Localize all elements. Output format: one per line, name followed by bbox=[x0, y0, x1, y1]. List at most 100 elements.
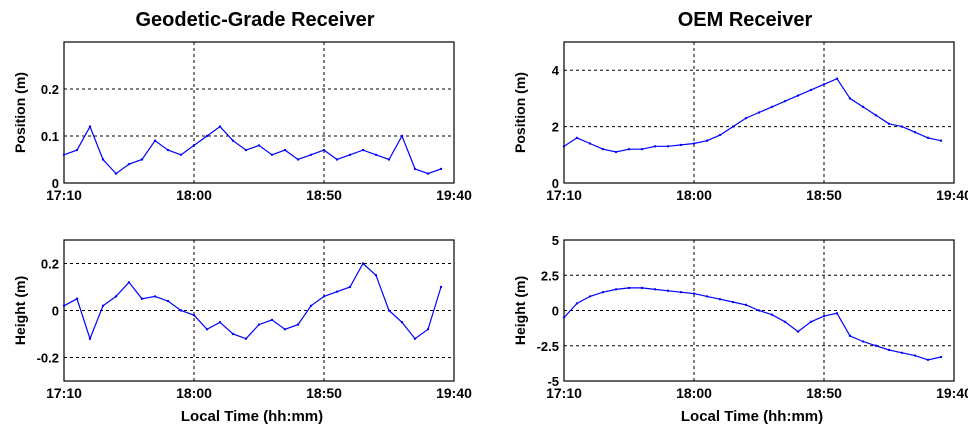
y-tick-label: -5 bbox=[547, 374, 559, 389]
data-point bbox=[257, 144, 261, 147]
data-point bbox=[270, 318, 274, 322]
data-point bbox=[770, 313, 774, 316]
plot-frame bbox=[63, 41, 455, 184]
data-point bbox=[62, 304, 66, 307]
data-point bbox=[900, 351, 904, 354]
y-tick-label: 0.1 bbox=[41, 129, 59, 144]
data-point bbox=[322, 295, 326, 298]
data-point bbox=[562, 145, 566, 148]
y-axis-label: Height (m) bbox=[12, 276, 28, 345]
data-point bbox=[653, 145, 657, 148]
data-point bbox=[744, 303, 748, 307]
x-tick-label: 18:00 bbox=[676, 385, 712, 401]
x-tick-label: 19:40 bbox=[436, 385, 472, 401]
data-point bbox=[374, 274, 378, 277]
data-point bbox=[439, 285, 443, 289]
data-point bbox=[231, 332, 235, 336]
panel-geodetic-height: 17:10 18:00 18:50 19:40 -0.2 0 0.2 Height (m) bbox=[12, 239, 472, 401]
data-point bbox=[413, 167, 417, 171]
data-point bbox=[75, 148, 79, 152]
data-point bbox=[127, 281, 131, 284]
data-point bbox=[679, 290, 683, 294]
data-point bbox=[614, 288, 618, 291]
data-point bbox=[783, 100, 787, 103]
data-point bbox=[400, 321, 404, 324]
data-point bbox=[692, 292, 696, 295]
data-point bbox=[640, 147, 644, 151]
data-point bbox=[705, 295, 709, 298]
data-point bbox=[809, 320, 813, 323]
data-point bbox=[835, 77, 839, 80]
x-tick-label: 19:40 bbox=[436, 187, 472, 203]
data-point bbox=[413, 337, 417, 340]
data-point bbox=[348, 153, 352, 156]
data-point bbox=[640, 286, 644, 290]
data-point bbox=[127, 163, 131, 166]
data-point bbox=[900, 125, 904, 128]
data-point bbox=[140, 297, 144, 300]
title-oem: OEM Receiver bbox=[678, 9, 813, 31]
data-point bbox=[439, 167, 443, 171]
data-point bbox=[231, 139, 235, 142]
data-point bbox=[114, 295, 118, 298]
data-point bbox=[692, 142, 696, 145]
x-tick-label: 18:00 bbox=[176, 385, 212, 401]
data-point bbox=[374, 153, 378, 156]
data-point bbox=[244, 148, 248, 152]
data-point bbox=[627, 147, 631, 151]
data-point bbox=[309, 153, 313, 156]
data-point bbox=[614, 150, 618, 154]
data-point bbox=[257, 323, 261, 326]
data-point bbox=[679, 143, 683, 147]
data-point bbox=[705, 139, 709, 142]
series-line bbox=[563, 77, 942, 153]
y-tick-label: 5 bbox=[552, 233, 559, 248]
x-tick-label: 17:10 bbox=[46, 187, 82, 203]
data-point bbox=[114, 172, 118, 175]
data-point bbox=[335, 290, 339, 293]
data-point bbox=[166, 148, 170, 152]
x-tick-label: 18:50 bbox=[306, 187, 342, 203]
y-tick-label: 0.2 bbox=[41, 257, 59, 272]
data-point bbox=[718, 298, 722, 301]
x-tick-label: 17:10 bbox=[546, 385, 582, 401]
data-point bbox=[75, 297, 79, 300]
panel-oem-height: 17:10 18:00 18:50 19:40 -5 -2.5 0 2.5 5 Height (m… bbox=[512, 233, 968, 401]
data-point bbox=[653, 288, 657, 291]
data-point bbox=[166, 299, 170, 303]
data-point bbox=[62, 153, 66, 156]
y-axis-label: Height (m) bbox=[512, 276, 528, 345]
y-tick-label: 4 bbox=[552, 63, 560, 78]
y-tick-label: 0 bbox=[52, 304, 59, 319]
data-point bbox=[835, 312, 839, 315]
x-tick-label: 17:10 bbox=[46, 385, 82, 401]
data-point bbox=[400, 134, 404, 138]
x-tick-label: 19:40 bbox=[936, 187, 968, 203]
data-point bbox=[666, 145, 670, 148]
data-point bbox=[770, 105, 774, 109]
data-point bbox=[874, 344, 878, 347]
data-point bbox=[861, 105, 865, 109]
data-point bbox=[426, 172, 430, 175]
data-point bbox=[887, 122, 891, 125]
data-point bbox=[335, 158, 339, 161]
data-point bbox=[718, 133, 722, 137]
data-point bbox=[588, 142, 592, 145]
data-point bbox=[309, 304, 313, 307]
data-point bbox=[627, 286, 631, 290]
data-point bbox=[101, 158, 105, 161]
data-point bbox=[101, 304, 105, 307]
data-point bbox=[361, 148, 365, 152]
x-tick-label: 18:50 bbox=[806, 187, 842, 203]
data-point bbox=[822, 83, 826, 86]
y-tick-label: 2.5 bbox=[541, 268, 559, 283]
series-line bbox=[63, 262, 442, 341]
data-point bbox=[861, 340, 865, 343]
data-point bbox=[218, 321, 222, 324]
y-tick-label: 2 bbox=[552, 120, 559, 135]
y-tick-label: -2.5 bbox=[537, 339, 559, 354]
data-point bbox=[205, 328, 209, 331]
y-tick-label: -0.2 bbox=[37, 351, 59, 366]
data-point bbox=[822, 314, 826, 318]
data-point bbox=[88, 125, 92, 128]
